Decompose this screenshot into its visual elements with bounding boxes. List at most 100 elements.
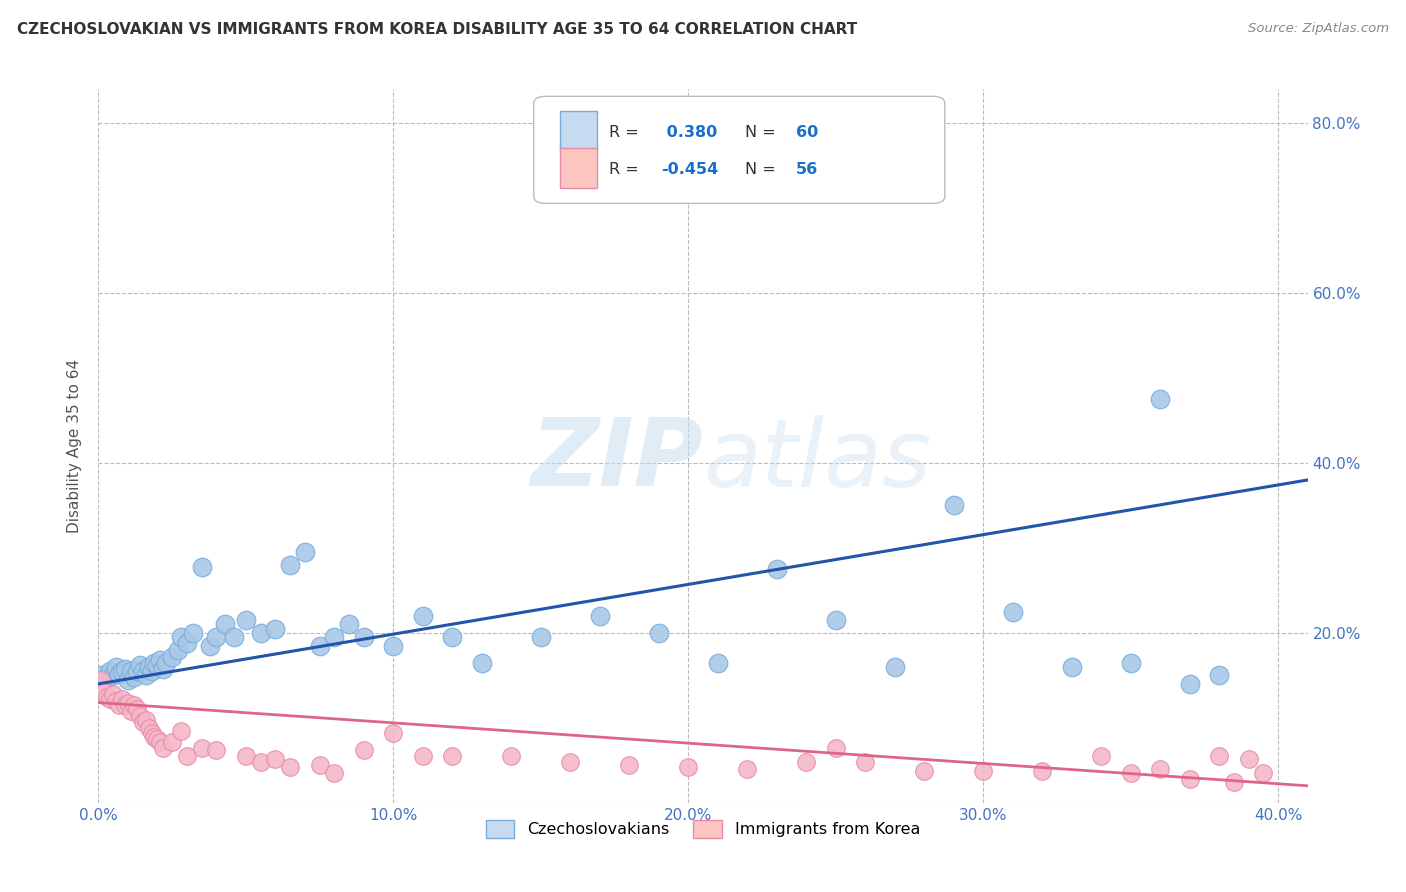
Point xyxy=(111,692,134,706)
Point xyxy=(353,630,375,644)
Text: ZIP: ZIP xyxy=(530,414,703,507)
Text: Source: ZipAtlas.com: Source: ZipAtlas.com xyxy=(1249,22,1389,36)
Point xyxy=(589,608,612,623)
Point xyxy=(125,702,148,716)
Point xyxy=(278,760,301,774)
Point xyxy=(149,653,172,667)
Point xyxy=(135,668,157,682)
Point xyxy=(90,668,112,682)
Point xyxy=(1178,677,1201,691)
Point xyxy=(794,755,817,769)
Text: 60: 60 xyxy=(796,125,818,139)
Point xyxy=(138,721,160,735)
Point xyxy=(114,698,136,712)
Point xyxy=(412,608,434,623)
Text: R =: R = xyxy=(609,125,644,139)
Point xyxy=(382,726,405,740)
Point xyxy=(120,664,142,678)
Point xyxy=(501,749,523,764)
Point xyxy=(323,766,346,780)
Point xyxy=(190,740,212,755)
Text: atlas: atlas xyxy=(703,415,931,506)
Point xyxy=(160,649,183,664)
Point xyxy=(155,656,177,670)
Point xyxy=(138,660,160,674)
Point xyxy=(98,692,121,706)
Point xyxy=(1223,774,1246,789)
Point xyxy=(176,636,198,650)
Point xyxy=(648,626,671,640)
Point xyxy=(912,764,935,778)
Point xyxy=(441,630,464,644)
Point xyxy=(382,639,405,653)
FancyBboxPatch shape xyxy=(534,96,945,203)
Point xyxy=(1119,766,1142,780)
Point xyxy=(824,740,846,755)
Point xyxy=(152,740,174,755)
Point xyxy=(678,760,700,774)
Point xyxy=(706,656,728,670)
Point xyxy=(883,660,905,674)
Point xyxy=(294,545,316,559)
Point xyxy=(135,713,157,727)
Point xyxy=(152,662,174,676)
Point xyxy=(824,613,846,627)
Point xyxy=(101,687,124,701)
Point xyxy=(278,558,301,572)
Point xyxy=(190,559,212,574)
Point xyxy=(205,630,228,644)
Point xyxy=(122,670,145,684)
Point xyxy=(1090,749,1112,764)
Point xyxy=(308,639,330,653)
Point xyxy=(170,723,193,738)
Point xyxy=(141,664,163,678)
Point xyxy=(143,730,166,744)
Point xyxy=(765,562,787,576)
Y-axis label: Disability Age 35 to 64: Disability Age 35 to 64 xyxy=(67,359,83,533)
Point xyxy=(181,626,204,640)
Point xyxy=(412,749,434,764)
Point xyxy=(1149,762,1171,776)
Point xyxy=(323,630,346,644)
Point xyxy=(214,617,236,632)
Point xyxy=(264,751,287,765)
Point xyxy=(1208,668,1230,682)
Point xyxy=(972,764,994,778)
Point xyxy=(560,755,582,769)
Point xyxy=(1178,772,1201,786)
Point xyxy=(1119,656,1142,670)
Bar xyxy=(561,148,596,187)
Point xyxy=(308,757,330,772)
Point xyxy=(93,685,115,699)
Legend: Czechoslovakians, Immigrants from Korea: Czechoslovakians, Immigrants from Korea xyxy=(479,814,927,845)
Point xyxy=(96,690,118,704)
Point xyxy=(125,664,148,678)
Point xyxy=(235,613,257,627)
Point xyxy=(735,762,758,776)
Point xyxy=(120,704,142,718)
Point xyxy=(619,757,641,772)
Point xyxy=(117,673,139,687)
Point xyxy=(98,664,121,678)
Point xyxy=(176,749,198,764)
Text: R =: R = xyxy=(609,161,644,177)
Point xyxy=(117,696,139,710)
Point xyxy=(160,734,183,748)
Point xyxy=(93,673,115,687)
Point xyxy=(131,664,153,678)
Point xyxy=(128,658,150,673)
Point xyxy=(222,630,245,644)
Point xyxy=(1031,764,1053,778)
Point xyxy=(1208,749,1230,764)
Point xyxy=(337,617,360,632)
Point xyxy=(131,715,153,730)
Text: CZECHOSLOVAKIAN VS IMMIGRANTS FROM KOREA DISABILITY AGE 35 TO 64 CORRELATION CHA: CZECHOSLOVAKIAN VS IMMIGRANTS FROM KOREA… xyxy=(17,22,858,37)
Point xyxy=(530,630,553,644)
Point xyxy=(441,749,464,764)
Point xyxy=(146,658,169,673)
Point xyxy=(170,630,193,644)
Point xyxy=(101,668,124,682)
Point xyxy=(122,698,145,712)
Point xyxy=(108,666,131,681)
Point xyxy=(108,698,131,712)
